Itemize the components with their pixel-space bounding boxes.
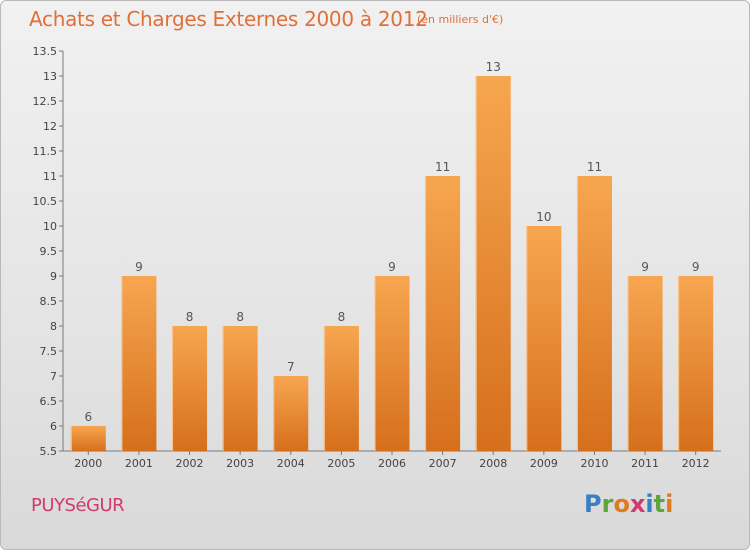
y-tick-label: 6	[50, 420, 57, 433]
bar-2004	[273, 376, 309, 451]
y-tick-label: 7	[50, 370, 57, 383]
bar-2003	[222, 326, 258, 451]
x-tick-label: 2009	[530, 457, 558, 470]
data-label: 9	[641, 260, 649, 274]
data-label: 6	[84, 410, 92, 424]
bar-2009	[526, 226, 562, 451]
data-label: 9	[135, 260, 143, 274]
bar-2007	[425, 176, 461, 451]
y-tick-label: 7.5	[40, 345, 58, 358]
data-label: 11	[587, 160, 602, 174]
logo-letter: i	[665, 490, 674, 518]
y-tick-label: 5.5	[40, 445, 58, 458]
bar-2001	[121, 276, 157, 451]
chart-subtitle: (en milliers d'€)	[417, 13, 504, 26]
data-label: 9	[388, 260, 396, 274]
y-tick-label: 11.5	[33, 145, 58, 158]
bar-2011	[627, 276, 663, 451]
logo-letter: o	[613, 490, 630, 518]
proxiti-logo: Proxiti	[584, 490, 673, 518]
x-tick-label: 2001	[125, 457, 153, 470]
x-tick-label: 2005	[327, 457, 355, 470]
logo-letter: P	[584, 490, 602, 518]
x-tick-label: 2000	[74, 457, 102, 470]
y-tick-label: 13	[43, 70, 57, 83]
y-tick-label: 13.5	[33, 45, 58, 58]
y-tick-label: 11	[43, 170, 57, 183]
logo-letter: t	[653, 490, 666, 518]
y-tick-label: 10	[43, 220, 57, 233]
data-label: 8	[236, 310, 244, 324]
x-tick-label: 2011	[631, 457, 659, 470]
x-tick-label: 2003	[226, 457, 254, 470]
x-tick-label: 2002	[176, 457, 204, 470]
data-label: 10	[536, 210, 551, 224]
logo-letter: r	[601, 490, 614, 518]
bar-2000	[70, 426, 106, 451]
y-tick-label: 6.5	[40, 395, 58, 408]
logo-letter: x	[629, 490, 646, 518]
x-tick-label: 2008	[479, 457, 507, 470]
data-label: 11	[435, 160, 450, 174]
data-label: 7	[287, 360, 295, 374]
x-tick-label: 2012	[682, 457, 710, 470]
data-label: 9	[692, 260, 700, 274]
bar-2008	[475, 76, 511, 451]
x-tick-label: 2010	[580, 457, 608, 470]
x-tick-label: 2007	[429, 457, 457, 470]
chart-title: Achats et Charges Externes 2000 à 2012	[29, 7, 428, 31]
bar-2005	[323, 326, 359, 451]
y-tick-label: 8	[50, 320, 57, 333]
y-tick-label: 12.5	[33, 95, 58, 108]
x-tick-label: 2006	[378, 457, 406, 470]
bar-2012	[678, 276, 714, 451]
y-tick-label: 8.5	[40, 295, 58, 308]
logo-letter: i	[645, 490, 654, 518]
data-label: 13	[486, 60, 501, 74]
y-tick-label: 9.5	[40, 245, 58, 258]
y-tick-label: 9	[50, 270, 57, 283]
bar-2002	[172, 326, 208, 451]
y-tick-label: 10.5	[33, 195, 58, 208]
bar-2006	[374, 276, 410, 451]
data-label: 8	[338, 310, 346, 324]
data-label: 8	[186, 310, 194, 324]
y-tick-label: 12	[43, 120, 57, 133]
x-tick-label: 2004	[277, 457, 305, 470]
bar-2010	[576, 176, 612, 451]
location-name: PUYSéGUR	[31, 495, 125, 516]
